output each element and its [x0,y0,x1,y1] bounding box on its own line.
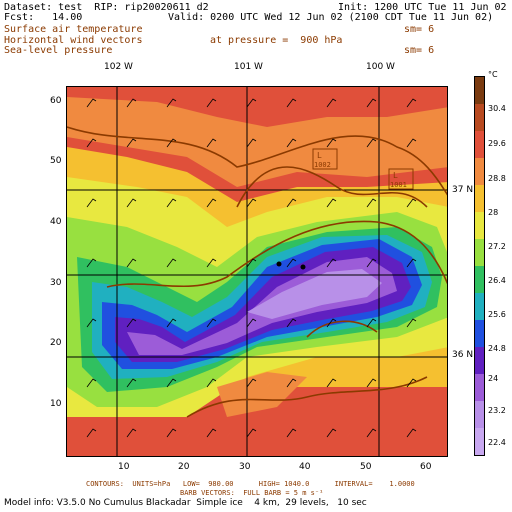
field-slp-smoothing: sm= 6 [404,45,435,56]
y-tick-20: 20 [50,338,62,348]
field-slp-title: Sea-level pressure [4,45,113,56]
colorbar-swatch [475,401,484,428]
colorbar-swatch [475,131,484,158]
colorbar-swatch [475,347,484,374]
colorbar-swatch [475,185,484,212]
barb-info: BARB VECTORS: FULL BARB = 5 m s⁻¹ [180,489,324,497]
colorbar-swatch [475,212,484,239]
colorbar-label: 23.2 [488,406,506,415]
colorbar-label: 28.8 [488,174,506,183]
low-pressure-marker-2: L 1001 [388,168,414,190]
low-pressure-marker-1: L 1002 [312,148,338,170]
pressure-level: at pressure = 900 hPa [210,35,343,46]
colorbar [474,76,485,456]
colorbar-label: 22.4 [488,438,506,447]
y-tick-60: 60 [50,96,62,106]
y-tick-30: 30 [50,278,62,288]
colorbar-label: 27.2 [488,242,506,251]
colorbar-swatch [475,320,484,347]
field-wind-title: Horizontal wind vectors [4,35,143,46]
model-info: Model info: V3.5.0 No Cumulus Blackadar … [4,498,367,508]
svg-text:1001: 1001 [390,181,407,189]
lon-label-102w: 102 W [104,62,133,72]
colorbar-swatch [475,239,484,266]
x-tick-20: 20 [178,462,190,472]
colorbar-swatch [475,293,484,320]
colorbar-label: 25.6 [488,310,506,319]
lat-label-36n: 36 N [452,350,474,360]
x-tick-30: 30 [239,462,251,472]
dataset-line: Dataset: test RIP: rip20020611 d2 [4,2,209,13]
y-tick-40: 40 [50,217,62,227]
colorbar-unit: °C [488,70,498,79]
x-tick-50: 50 [360,462,372,472]
lat-label-37n: 37 N [452,185,474,195]
svg-text:L: L [317,151,322,160]
colorbar-label: 30.4 [488,104,506,113]
y-tick-10: 10 [50,399,62,409]
colorbar-label: 26.4 [488,276,506,285]
field-temperature-title: Surface air temperature [4,24,143,35]
colorbar-swatch [475,428,484,455]
colorbar-label: 29.6 [488,139,506,148]
init-time: Init: 1200 UTC Tue 11 Jun 02 [338,2,507,13]
forecast-hour: Fcst: 14.00 [4,12,83,23]
colorbar-label: 28 [488,208,499,217]
x-tick-40: 40 [299,462,311,472]
lon-label-101w: 101 W [234,62,263,72]
colorbar-swatch [475,158,484,185]
contour-info: CONTOURS: UNITS=hPa LOW= 980.00 HIGH= 10… [86,480,415,488]
colorbar-swatch [475,374,484,401]
colorbar-swatch [475,77,484,104]
svg-text:1002: 1002 [314,161,331,169]
x-tick-60: 60 [420,462,432,472]
colorbar-label: 24.8 [488,344,506,353]
field-temperature-smoothing: sm= 6 [404,24,435,35]
lon-label-100w: 100 W [366,62,395,72]
temperature-map: L 1002 L 1001 [66,86,448,457]
colorbar-label: 24 [488,374,499,383]
valid-time: Valid: 0200 UTC Wed 12 Jun 02 (2100 CDT … [168,12,494,23]
x-tick-10: 10 [118,462,130,472]
y-tick-50: 50 [50,156,62,166]
colorbar-swatch [475,266,484,293]
colorbar-swatch [475,104,484,131]
svg-text:L: L [393,171,398,180]
